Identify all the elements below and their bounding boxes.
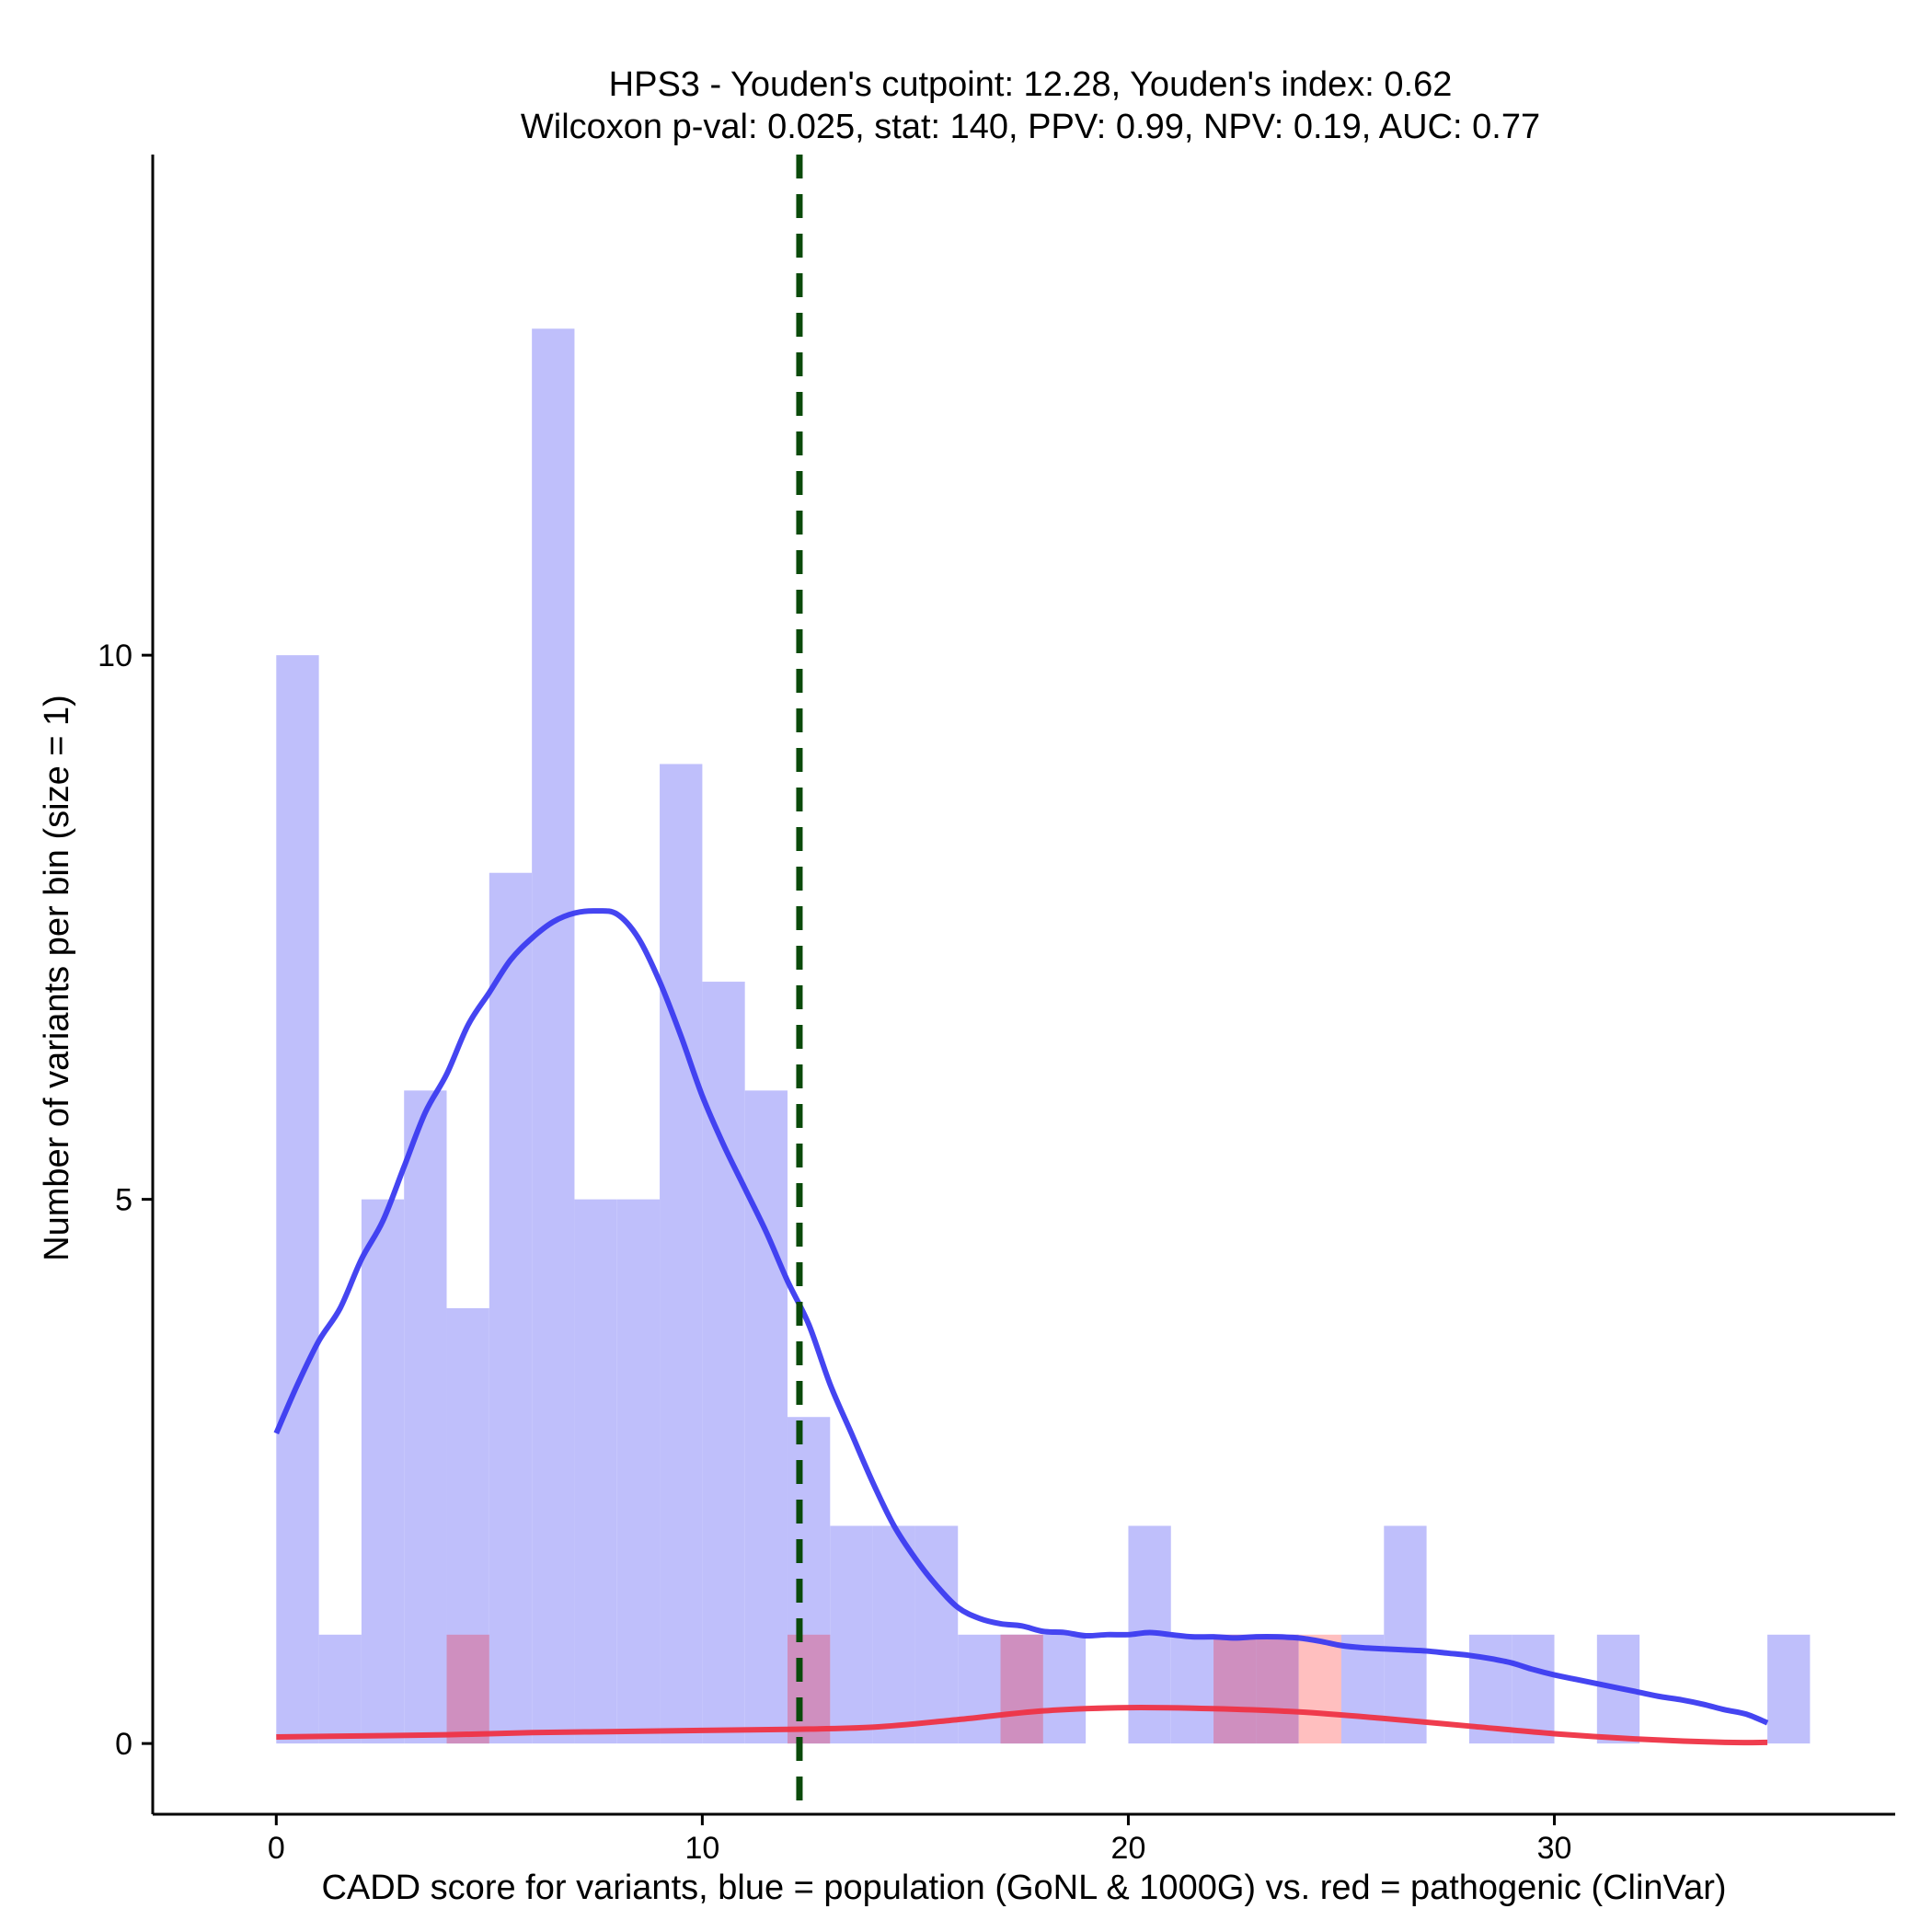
x-axis-ticks: 0 10 20 30 [268,1814,1572,1866]
population-bar-15 [914,1525,959,1744]
pathogenic-bar-4 [446,1634,489,1744]
population-bar-1 [318,1634,362,1744]
population-bar-16 [958,1634,1001,1744]
pathogenic-bar-12 [787,1634,831,1744]
population-bar-35 [1767,1634,1811,1744]
x-tick-label-20: 20 [1111,1831,1146,1866]
chart-title-line1: HPS3 - Youden's cutpoint: 12.28, Youden'… [609,65,1453,104]
chart-title-line2: Wilcoxon p-val: 0.025, stat: 140, PPV: 0… [521,108,1540,146]
y-axis-ticks: 0 5 10 [98,638,153,1762]
population-density-line [273,908,1769,1726]
population-bar-5 [489,872,533,1744]
x-tick-label-0: 0 [268,1831,285,1866]
x-tick-label-30: 30 [1537,1831,1572,1866]
density-curves [273,908,1769,1746]
y-tick-label-10: 10 [98,638,132,673]
x-axis-label: CADD score for variants, blue = populati… [321,1869,1726,1907]
population-bar-3 [404,1090,447,1744]
population-bar-21 [1170,1634,1214,1744]
y-tick-label-5: 5 [115,1183,132,1218]
pathogenic-density-line [276,1704,1768,1746]
population-bar-29 [1512,1634,1555,1744]
population-bar-18 [1042,1634,1087,1744]
population-bar-10 [702,982,745,1744]
pathogenic-bar-24 [1298,1634,1341,1744]
population-bar-26 [1384,1525,1427,1744]
pathogenic-bar-23 [1256,1634,1299,1744]
population-bar-2 [361,1199,405,1744]
pathogenic-bar-22 [1213,1634,1257,1744]
x-tick-label-10: 10 [684,1831,719,1866]
population-bar-7 [574,1199,617,1744]
population-bar-11 [744,1090,788,1744]
population-bar-9 [660,764,703,1744]
population-bar-0 [276,655,319,1744]
y-axis-label: Number of variants per bin (size = 1) [38,695,76,1261]
y-tick-label-0: 0 [115,1727,132,1762]
population-bar-13 [830,1525,873,1744]
pathogenic-bars [446,1634,1341,1744]
population-bar-8 [616,1199,661,1744]
pathogenic-bar-17 [1000,1634,1043,1744]
population-bar-14 [872,1525,915,1744]
population-bar-25 [1340,1634,1385,1744]
population-bars [276,328,1811,1744]
population-bar-6 [532,328,575,1744]
